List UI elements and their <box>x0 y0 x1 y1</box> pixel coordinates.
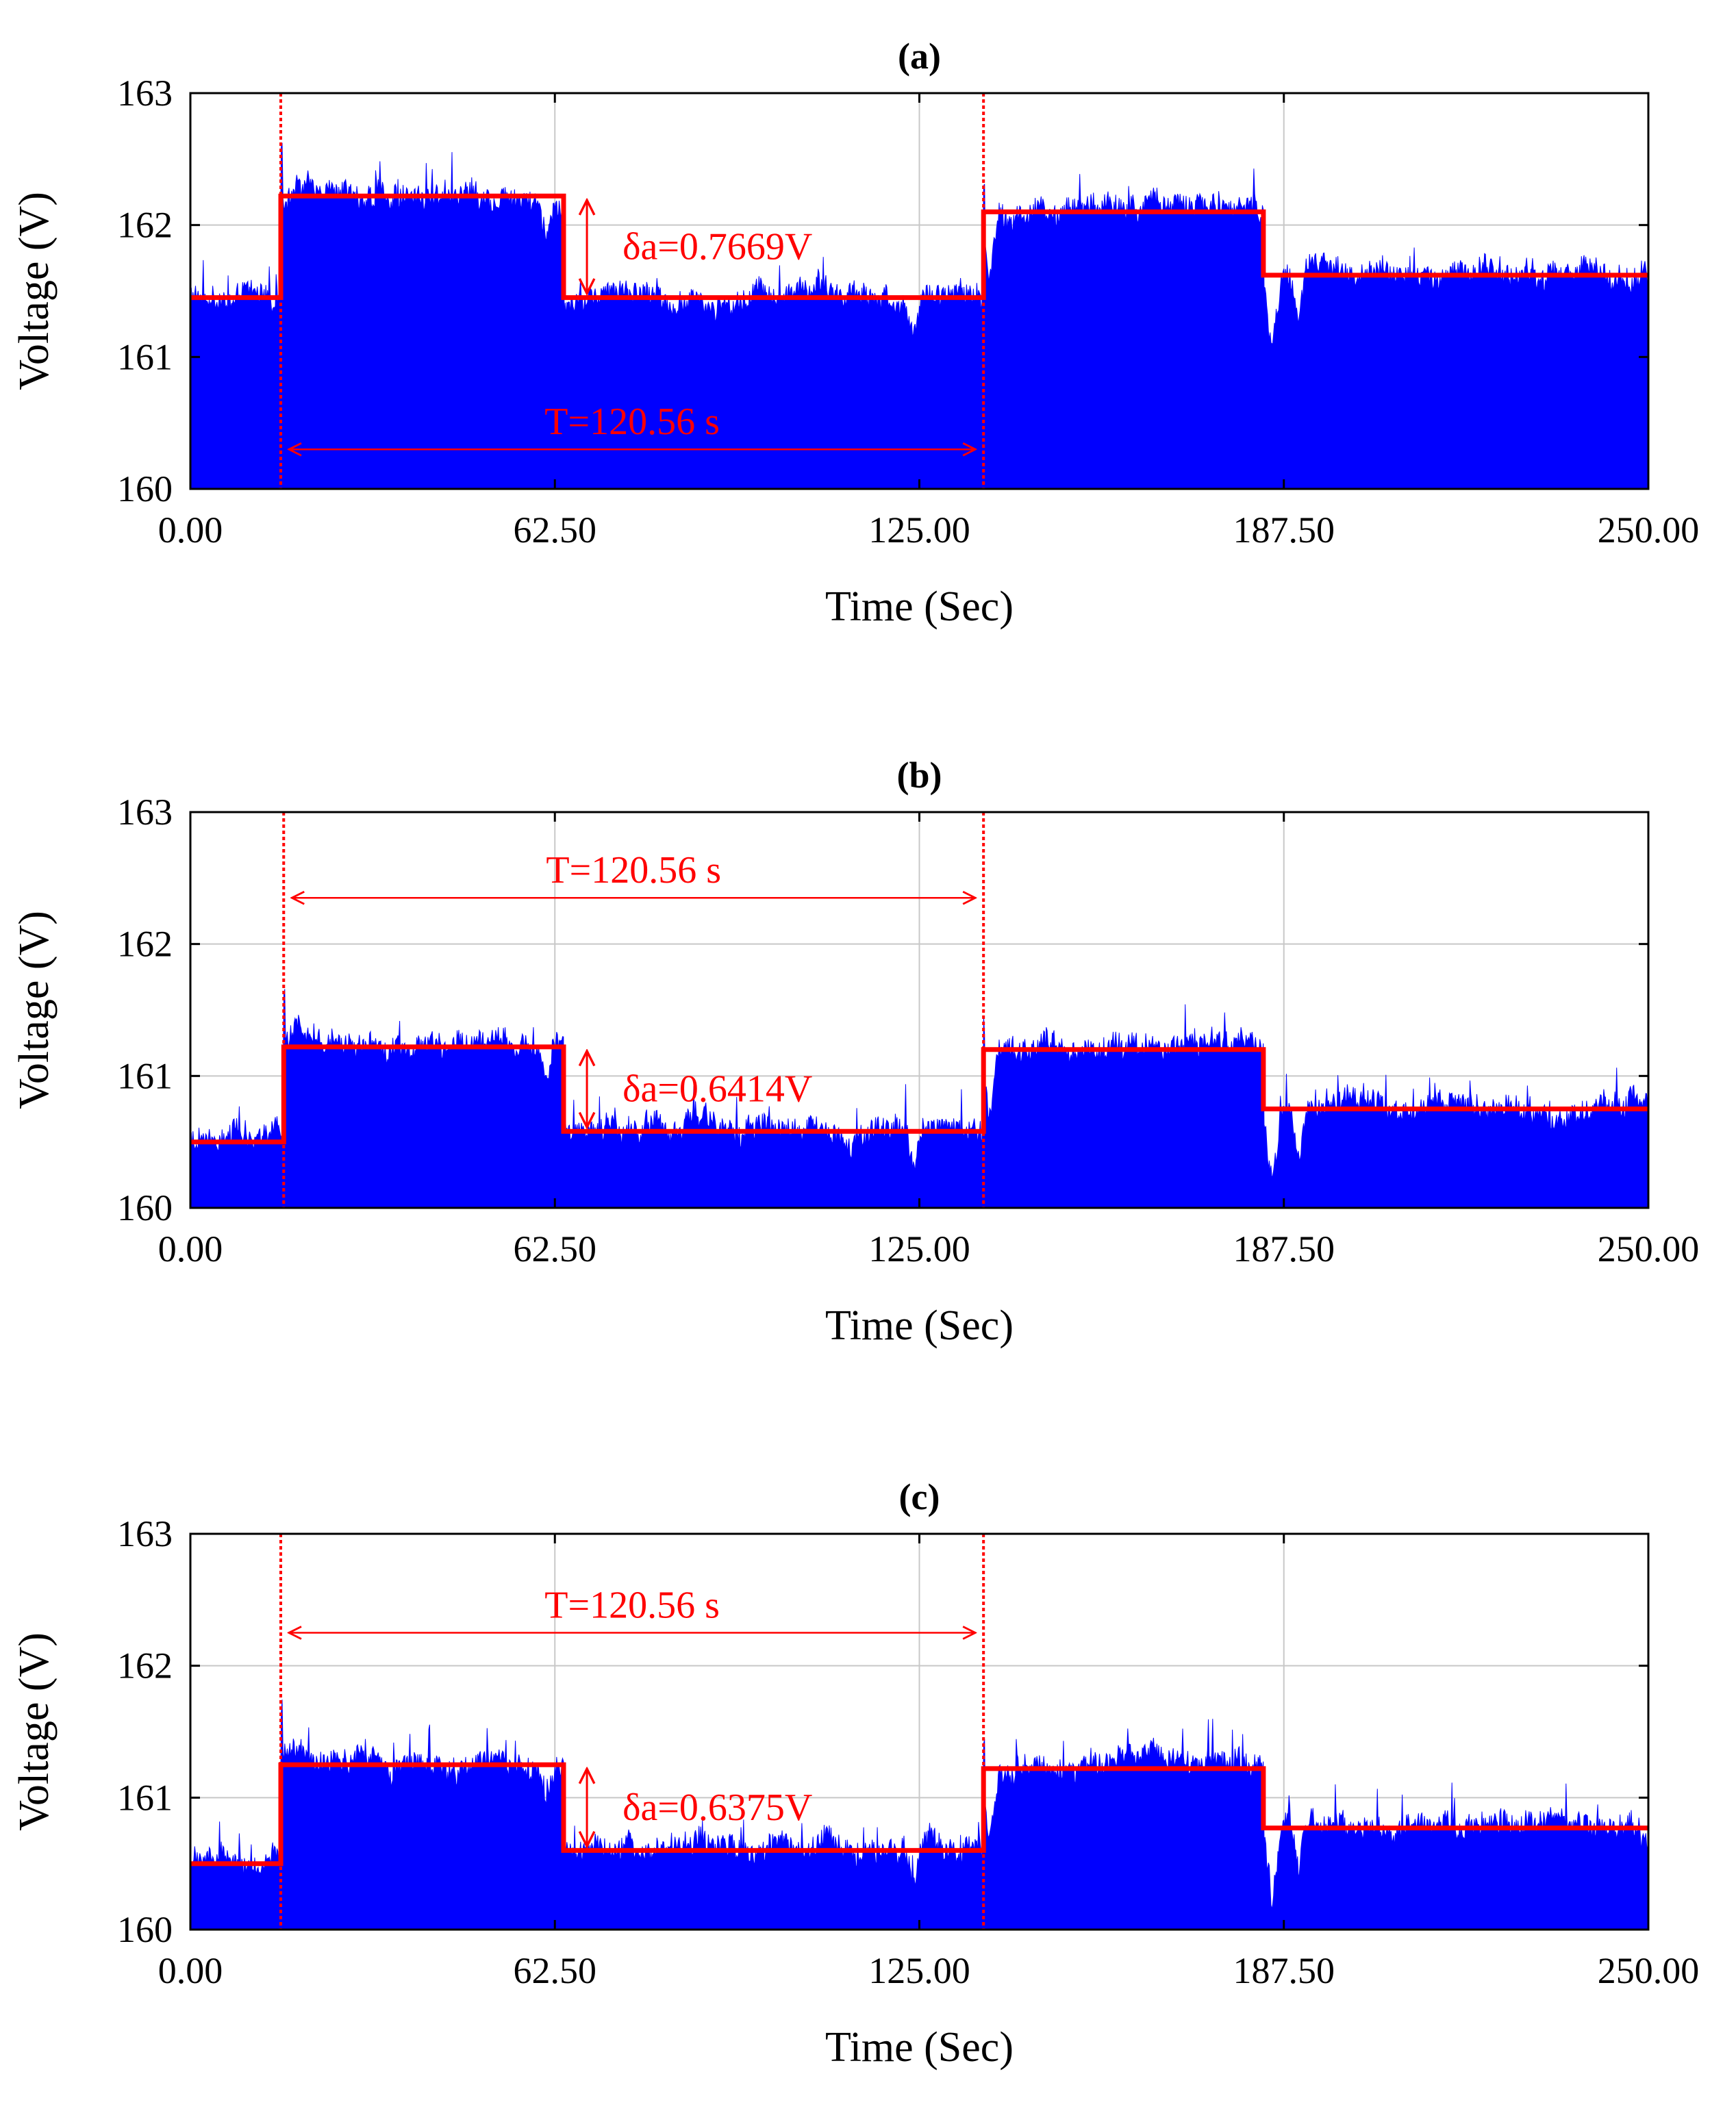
x-axis-label: Time (Sec) <box>825 1302 1014 1349</box>
period-label: T=120.56 s <box>544 401 720 443</box>
x-tick-label: 0.00 <box>158 1228 223 1270</box>
step-fit-line <box>190 1044 1648 1145</box>
x-tick-label: 187.50 <box>1233 1950 1335 1991</box>
panel-a: (a) T=120.56 s δa=0.7669V 0.00 62.50 125.00 18… <box>11 36 1699 630</box>
y-tick-label: 161 <box>117 1777 173 1818</box>
x-axis-label: Time (Sec) <box>825 583 1014 630</box>
delta-label: δa=0.6375V <box>622 1786 812 1829</box>
y-tick-label: 163 <box>117 1513 173 1554</box>
y-tick-label: 162 <box>117 205 173 246</box>
y-axis-label: Voltage (V) <box>11 192 58 390</box>
panel-title: (b) <box>897 755 942 796</box>
y-tick-label: 161 <box>117 336 173 377</box>
y-tick-label: 160 <box>117 1909 173 1950</box>
delta-label: δa=0.7669V <box>622 225 812 268</box>
x-tick-label: 250.00 <box>1598 1228 1700 1270</box>
x-tick-label: 250.00 <box>1598 509 1700 551</box>
y-tick-label: 161 <box>117 1055 173 1096</box>
period-label: T=120.56 s <box>546 849 721 892</box>
panel-title: (a) <box>898 36 941 77</box>
y-tick-label: 163 <box>117 792 173 833</box>
y-tick-label: 162 <box>117 924 173 965</box>
period-label: T=120.56 s <box>544 1584 720 1627</box>
y-tick-label: 162 <box>117 1645 173 1687</box>
y-axis-label: Voltage (V) <box>11 1632 58 1831</box>
y-tick-label: 163 <box>117 73 173 114</box>
x-tick-label: 62.50 <box>514 509 597 551</box>
x-axis-label: Time (Sec) <box>825 2024 1014 2071</box>
panel-c: (c) T=120.56 s δa=0.6375V 0.00 62.50 125.00 18… <box>11 1476 1699 2071</box>
step-fit-line <box>190 193 1648 301</box>
x-tick-label: 187.50 <box>1233 1228 1335 1270</box>
x-tick-label: 0.00 <box>158 509 223 551</box>
x-tick-label: 125.00 <box>868 1950 970 1991</box>
delta-label: δa=0.6414V <box>622 1068 812 1111</box>
x-tick-label: 62.50 <box>514 1950 597 1991</box>
x-tick-label: 125.00 <box>868 509 970 551</box>
panel-title: (c) <box>899 1476 940 1517</box>
panel-b: (b) T=120.56 s δa=0.6414V 0.00 62.50 125.00 18… <box>11 755 1699 1349</box>
y-tick-label: 160 <box>117 468 173 509</box>
y-axis-label: Voltage (V) <box>11 911 58 1109</box>
x-tick-label: 125.00 <box>868 1228 970 1270</box>
y-tick-label: 160 <box>117 1187 173 1228</box>
x-tick-label: 62.50 <box>514 1228 597 1270</box>
x-tick-label: 187.50 <box>1233 509 1335 551</box>
x-tick-label: 250.00 <box>1598 1950 1700 1991</box>
x-tick-label: 0.00 <box>158 1950 223 1991</box>
